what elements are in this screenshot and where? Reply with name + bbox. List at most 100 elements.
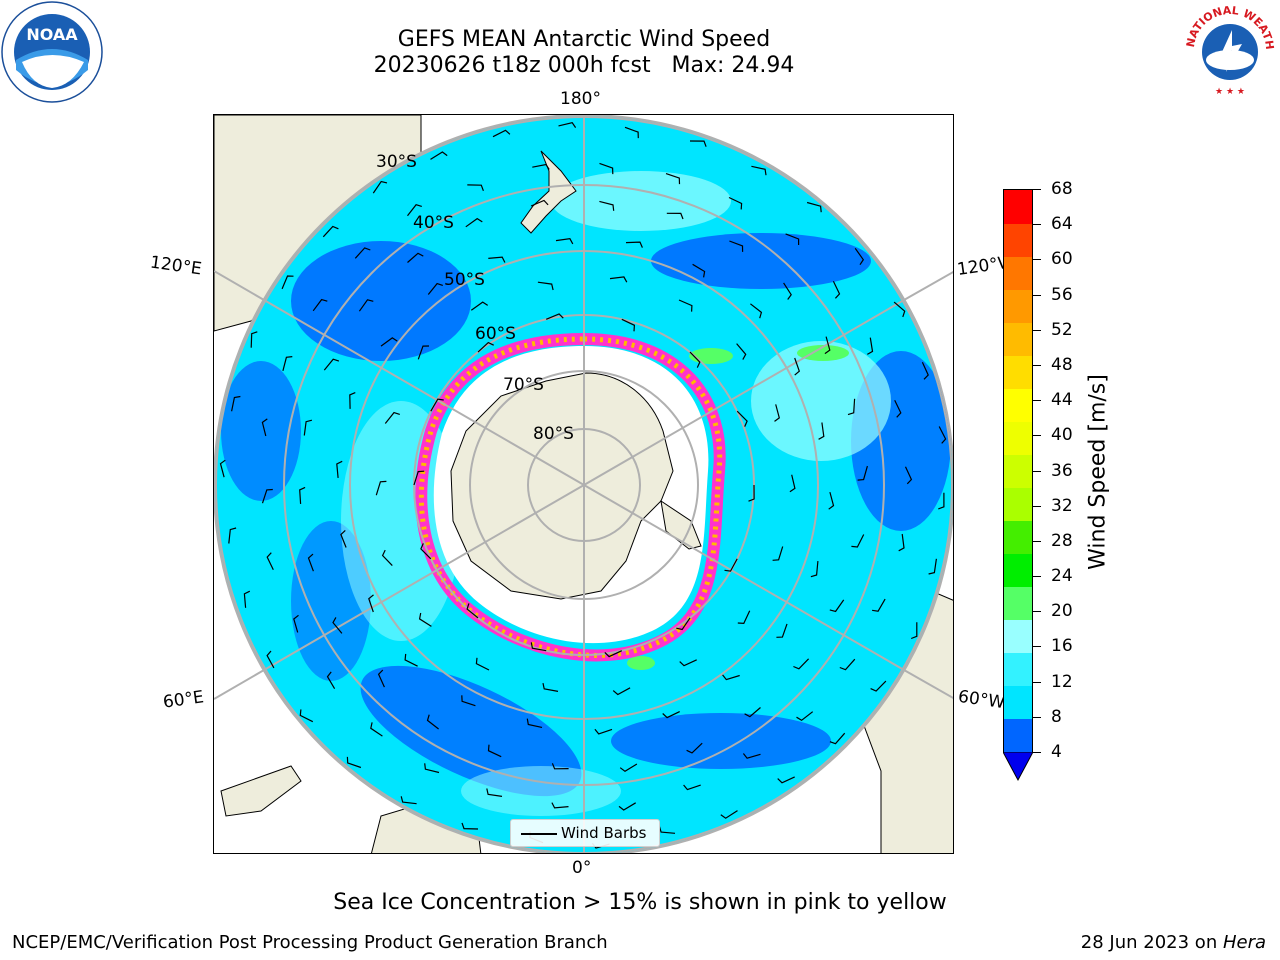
lon-label-60w: 60°W — [956, 686, 1007, 714]
wind-barb — [736, 343, 747, 360]
wind-barb — [404, 653, 418, 667]
lat-label-70s: 70°S — [503, 375, 544, 395]
wind-barb — [683, 784, 701, 791]
wind-barb — [427, 282, 443, 295]
colorbar-tick-label: 4 — [1051, 742, 1062, 762]
wind-barb — [281, 275, 294, 290]
wind-barb — [358, 299, 374, 312]
colorbar-tick — [1033, 294, 1041, 296]
wind-barb — [678, 299, 693, 312]
wind-barb — [266, 552, 274, 570]
wind-barb — [407, 252, 424, 263]
wind-barb — [810, 561, 819, 578]
colorbar-tick — [1033, 329, 1041, 331]
wind-barb — [829, 732, 846, 745]
wind-barb — [720, 810, 738, 819]
colorbar-tick-label: 64 — [1051, 214, 1073, 235]
colorbar-segment — [1004, 454, 1032, 489]
colorbar-segment — [1004, 652, 1032, 687]
lon-label-180: 180° — [560, 89, 601, 109]
wind-barb — [465, 217, 483, 228]
colorbar-tick-label: 32 — [1051, 495, 1073, 516]
wind-barb — [542, 682, 559, 692]
sea-ice-footnote: Sea Ice Concentration > 15% is shown in … — [333, 890, 947, 915]
wind-barb — [551, 763, 569, 770]
wind-barb — [737, 610, 751, 625]
wind-barb — [748, 484, 755, 502]
wind-barb — [384, 411, 400, 424]
colorbar-tick — [1033, 400, 1041, 402]
colorbar-segment — [1004, 421, 1032, 455]
wind-barb — [530, 199, 549, 207]
colorbar-segment — [1004, 256, 1032, 290]
svg-text:★ ★ ★: ★ ★ ★ — [1215, 87, 1245, 97]
wind-barb — [618, 802, 637, 811]
colorbar-tick — [1033, 470, 1041, 472]
colorbar-tick — [1033, 224, 1041, 226]
colorbar-extend-arrow — [1003, 752, 1033, 782]
wind-barb — [676, 617, 691, 631]
colorbar-tick — [1033, 611, 1041, 613]
colorbar-segment — [1004, 553, 1032, 588]
noaa-wordmark: NOAA — [26, 25, 78, 44]
wind-barb — [368, 594, 374, 613]
wind-barb — [475, 657, 490, 671]
wind-barb — [921, 361, 929, 380]
lat-label-40s: 40°S — [413, 213, 454, 233]
colorbar-tick — [1033, 646, 1041, 648]
colorbar-tick-label: 20 — [1051, 601, 1073, 622]
land-antarctica — [450, 372, 674, 600]
colorbar-tick — [1033, 681, 1041, 683]
colorbar-tick — [1033, 505, 1041, 507]
colorbar-segment — [1004, 685, 1032, 720]
noaa-logo: NOAA — [0, 0, 108, 108]
wind-barb — [829, 599, 845, 613]
colorbar-segment — [1004, 487, 1032, 522]
colorbar-segment — [1004, 718, 1032, 753]
wind-barb — [418, 612, 432, 627]
wind-barb — [228, 527, 237, 544]
wind-barb — [729, 240, 744, 252]
wind-barb — [530, 642, 547, 652]
wind-barb — [526, 718, 543, 728]
wind-barb — [231, 395, 241, 412]
wind-barb — [219, 459, 226, 478]
wind-barb — [744, 707, 761, 718]
wind-barb — [625, 241, 643, 248]
wind-barb — [486, 788, 503, 797]
lon-label-120e: 120°E — [148, 252, 203, 280]
footer-credit: NCEP/EMC/Verification Post Processing Pr… — [12, 932, 608, 953]
wind-barb — [377, 669, 385, 688]
colorbar-segment — [1004, 520, 1032, 555]
footer-machine: Hera — [1222, 932, 1266, 953]
wind-barb — [426, 714, 439, 730]
chart-title: GEFS MEAN Antarctic Wind Speed — [397, 27, 771, 52]
lat-label-30s: 30°S — [376, 152, 417, 172]
wind-barb — [750, 303, 763, 319]
wind-barb — [851, 534, 865, 548]
wind-barb — [266, 650, 275, 669]
lat-label-50s: 50°S — [444, 270, 485, 290]
wind-barb — [796, 711, 814, 722]
wind-barb — [824, 336, 831, 355]
wind-barb — [417, 345, 430, 360]
wind-barb — [789, 474, 796, 493]
wind-barb — [785, 233, 800, 245]
wind-barb — [621, 318, 636, 332]
wind-barb — [599, 200, 615, 211]
wind-barb — [854, 247, 865, 266]
wind-barb — [679, 659, 697, 667]
wind-barb — [307, 553, 314, 572]
wind-barb — [689, 140, 707, 147]
wind-barb — [532, 163, 550, 170]
colorbar-tick — [1033, 259, 1041, 261]
wind-barb — [867, 337, 874, 355]
wind-barb — [777, 776, 795, 784]
wind-barb — [847, 398, 856, 416]
wind-barb — [898, 533, 905, 552]
colorbar-tick-label: 60 — [1051, 249, 1073, 270]
wind-barb — [537, 281, 554, 291]
wind-barb — [558, 122, 577, 128]
wind-barb — [772, 546, 784, 561]
wind-barb — [662, 711, 680, 719]
